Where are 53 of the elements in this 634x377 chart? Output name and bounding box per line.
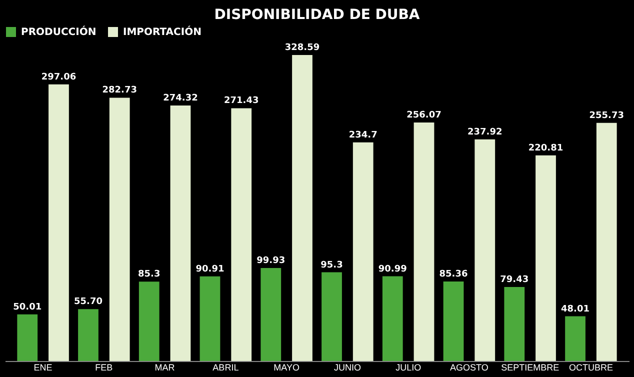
x-tick-label: OCTUBRE — [568, 362, 613, 372]
data-label: 328.59 — [284, 43, 320, 53]
data-label: 48.01 — [561, 304, 590, 314]
data-label: 237.92 — [468, 127, 502, 138]
x-tick-label: ENE — [34, 362, 52, 372]
bar — [200, 276, 220, 361]
legend-label: IMPORTACIÓN — [123, 25, 202, 38]
bar — [352, 142, 374, 361]
data-label: 234.7 — [348, 130, 378, 140]
chart-title: DISPONIBILIDAD DE DUBA — [214, 7, 420, 23]
bar — [596, 122, 617, 361]
data-label: 90.99 — [378, 264, 407, 274]
data-label: 85.36 — [439, 270, 468, 280]
bar — [474, 139, 496, 361]
bar — [292, 55, 312, 361]
bar — [231, 108, 252, 361]
data-label: 90.91 — [196, 264, 224, 274]
bar — [382, 276, 403, 361]
bar — [504, 287, 525, 361]
data-label: 50.01 — [13, 302, 42, 312]
bar — [170, 106, 191, 361]
data-label: 255.73 — [589, 110, 624, 121]
data-label: 282.73 — [102, 86, 137, 96]
x-tick-label: JUNIO — [334, 362, 361, 372]
x-tick-label: MAR — [154, 362, 176, 372]
data-label: 274.32 — [163, 94, 198, 104]
bar — [109, 98, 130, 361]
x-tick-label: JULIO — [396, 362, 422, 372]
data-label: 95.3 — [320, 260, 343, 270]
bar — [138, 282, 160, 361]
x-tick-label: MAYO — [274, 362, 300, 372]
x-tick-label: ABRIL — [212, 362, 239, 372]
data-label: 99.93 — [256, 256, 286, 266]
bar — [443, 282, 464, 361]
data-label: 256.07 — [406, 110, 442, 121]
x-tick-label: AGOSTO — [450, 362, 488, 372]
data-label: 55.70 — [74, 297, 102, 308]
x-tick-label: FEB — [95, 362, 113, 372]
data-label: 85.3 — [138, 270, 160, 280]
x-tick-label: SEPTIEMBRE — [501, 362, 560, 372]
bar — [260, 268, 282, 361]
bar — [48, 84, 69, 361]
bar — [565, 316, 586, 361]
bar — [17, 314, 38, 361]
bar — [536, 155, 556, 361]
bar — [414, 122, 434, 361]
bar — [78, 309, 98, 361]
data-label: 297.06 — [41, 72, 76, 82]
legend-label: PRODUCCIÓN — [21, 25, 96, 38]
data-label: 79.43 — [500, 275, 529, 286]
data-label: 271.43 — [224, 96, 259, 106]
bar — [322, 272, 342, 361]
data-label: 220.81 — [528, 143, 564, 154]
